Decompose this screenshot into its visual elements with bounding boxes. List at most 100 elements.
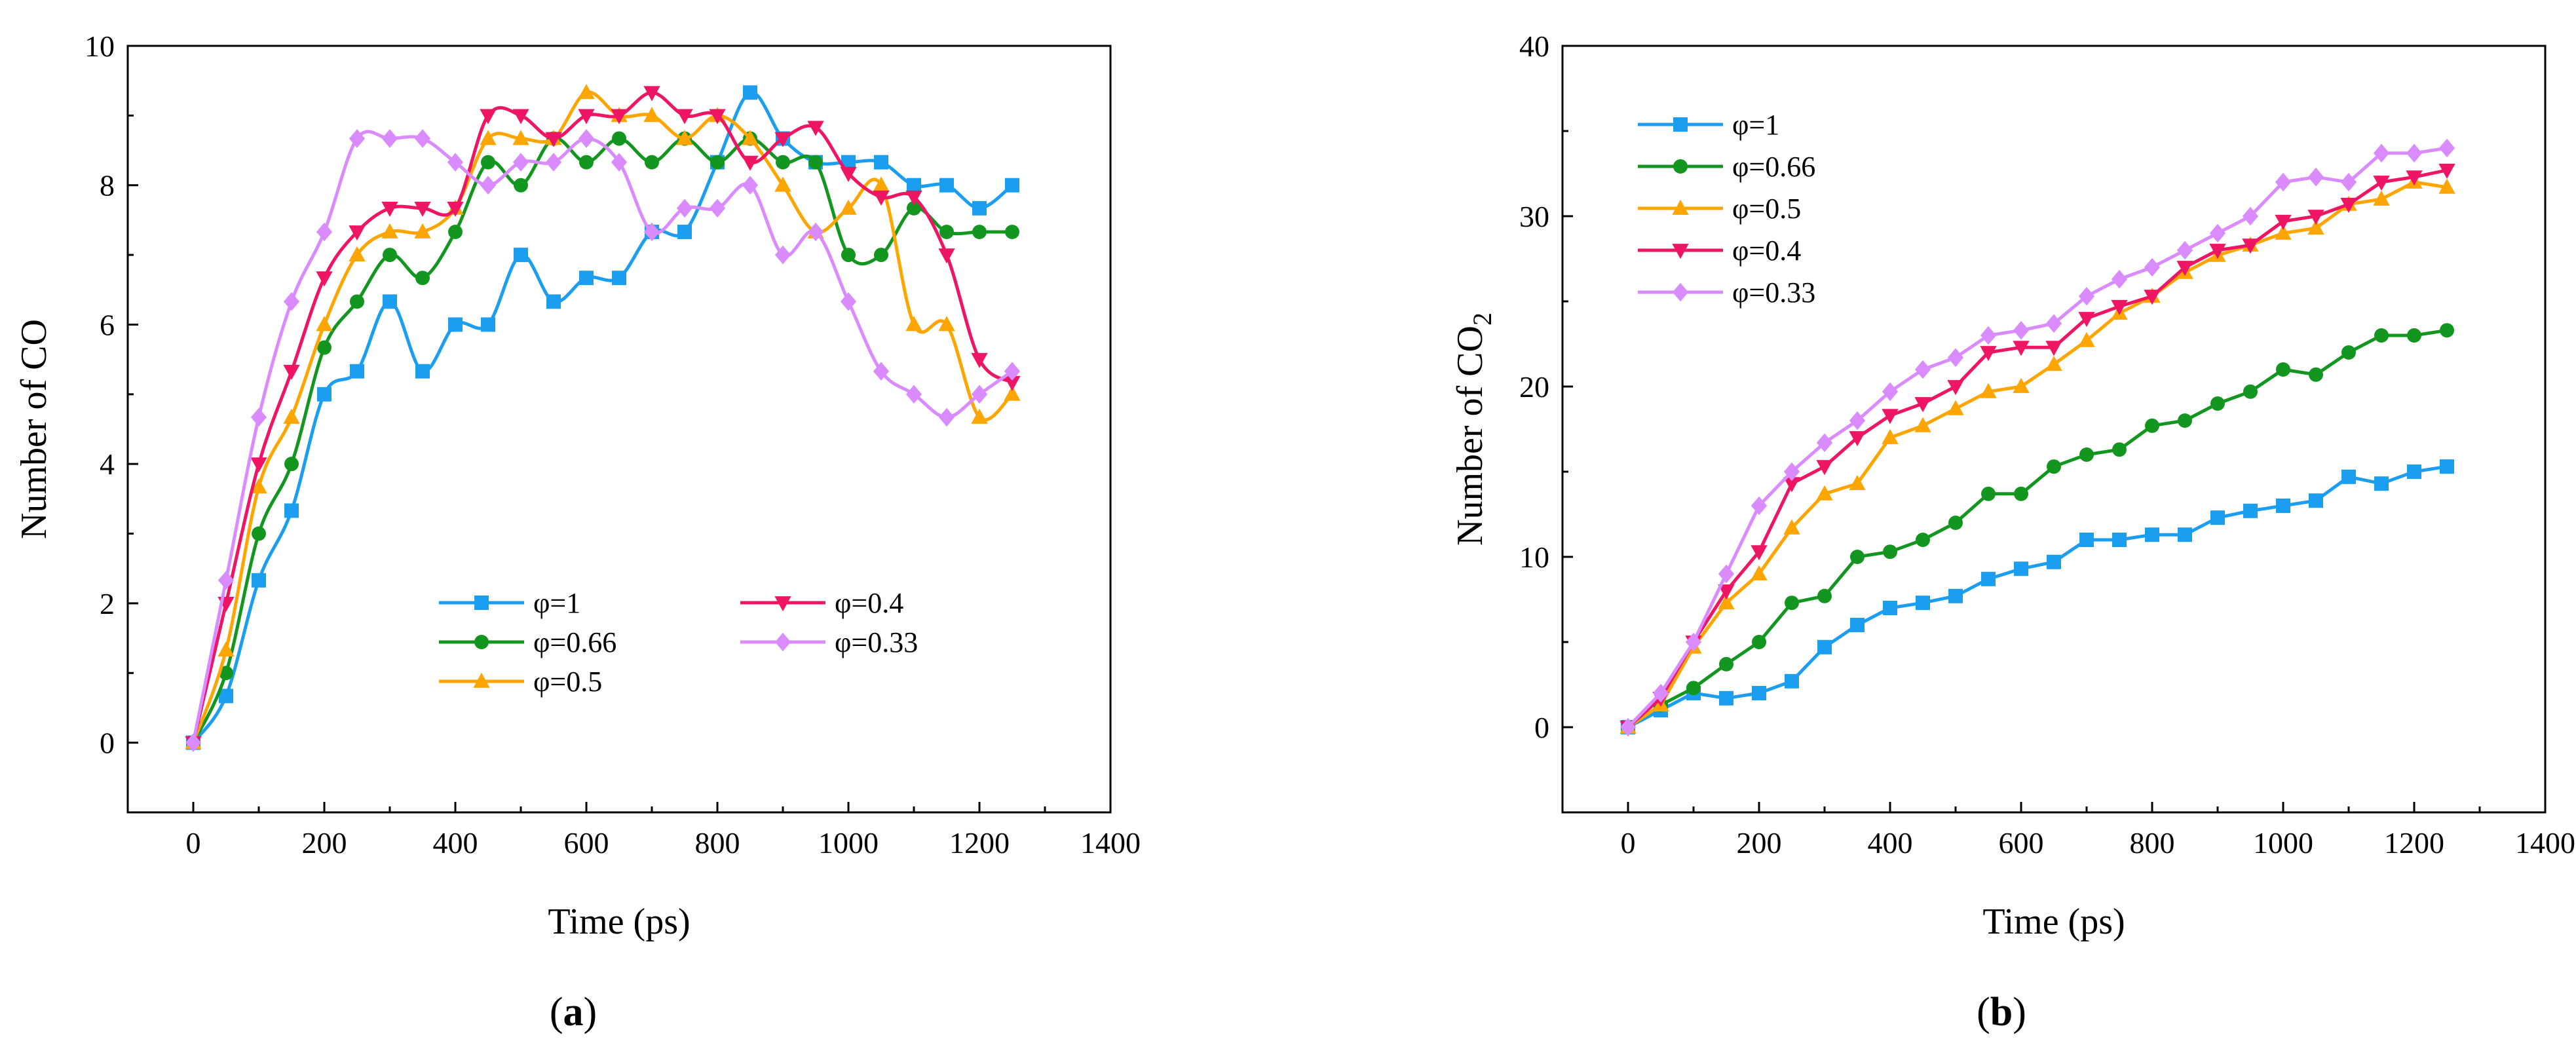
legend-marker bbox=[774, 632, 791, 652]
data-point bbox=[2243, 503, 2258, 518]
data-point bbox=[316, 222, 333, 242]
y-tick-label: 40 bbox=[1519, 29, 1549, 63]
data-point bbox=[1980, 326, 1997, 345]
data-point bbox=[905, 385, 922, 404]
x-tick-label: 200 bbox=[1737, 826, 1782, 860]
data-point bbox=[447, 201, 464, 218]
data-point bbox=[1718, 594, 1735, 610]
data-point bbox=[2047, 459, 2061, 474]
data-point bbox=[1850, 550, 1865, 564]
data-point bbox=[873, 190, 890, 206]
data-point bbox=[512, 130, 529, 145]
data-point bbox=[250, 478, 267, 494]
x-tick-label: 1200 bbox=[2384, 826, 2444, 860]
data-point bbox=[2373, 190, 2390, 206]
data-point bbox=[676, 109, 693, 124]
data-point bbox=[2407, 464, 2421, 479]
data-point bbox=[2112, 442, 2127, 457]
data-point bbox=[1817, 639, 1832, 654]
data-point bbox=[841, 155, 856, 170]
data-point bbox=[643, 86, 660, 102]
data-point bbox=[2178, 527, 2192, 542]
data-point bbox=[2210, 510, 2225, 525]
data-point bbox=[840, 199, 857, 215]
data-point bbox=[415, 271, 430, 286]
data-point bbox=[1816, 485, 1833, 501]
data-point bbox=[611, 109, 628, 124]
y-tick-label: 6 bbox=[100, 308, 115, 341]
data-point bbox=[1785, 596, 1799, 611]
data-point bbox=[710, 155, 725, 170]
data-point bbox=[283, 292, 300, 311]
data-point bbox=[611, 153, 628, 172]
x-tick-label: 1400 bbox=[2515, 826, 2575, 860]
legend-label: φ=0.33 bbox=[1732, 276, 1815, 309]
data-point bbox=[1981, 571, 1996, 586]
data-point bbox=[2111, 299, 2128, 315]
data-point bbox=[480, 176, 497, 195]
series-line bbox=[1627, 168, 2448, 729]
x-tick-label: 400 bbox=[433, 826, 478, 860]
data-point bbox=[2242, 238, 2259, 254]
data-point bbox=[938, 248, 955, 264]
data-point bbox=[1947, 380, 1964, 396]
data-point bbox=[349, 246, 366, 261]
data-point bbox=[1883, 601, 1897, 615]
data-point bbox=[1916, 596, 1930, 611]
data-point bbox=[874, 248, 888, 263]
data-point bbox=[2145, 527, 2159, 542]
legend-marker bbox=[1673, 159, 1688, 174]
data-point bbox=[1914, 360, 1931, 379]
data-point bbox=[1849, 411, 1866, 430]
data-point bbox=[514, 248, 528, 263]
data-point bbox=[1751, 565, 1768, 580]
data-point bbox=[2275, 214, 2292, 230]
data-point bbox=[1783, 477, 1800, 493]
data-point bbox=[2176, 240, 2193, 260]
data-point bbox=[545, 132, 562, 147]
y-tick-label: 2 bbox=[100, 587, 115, 620]
data-point bbox=[1783, 519, 1800, 535]
data-point bbox=[2309, 367, 2323, 382]
data-point bbox=[2440, 459, 2454, 474]
data-point bbox=[612, 131, 626, 146]
data-point bbox=[383, 248, 397, 263]
data-point bbox=[283, 364, 300, 380]
data-point bbox=[2013, 320, 2030, 340]
data-point bbox=[677, 224, 692, 239]
data-point bbox=[381, 223, 398, 238]
data-point bbox=[2438, 163, 2455, 179]
series-line bbox=[1627, 464, 2448, 729]
data-point bbox=[2079, 533, 2094, 547]
legend-label: φ=0.33 bbox=[835, 626, 918, 658]
data-point bbox=[1619, 717, 1637, 737]
y-tick-label: 4 bbox=[100, 447, 115, 481]
data-point bbox=[1947, 400, 1964, 415]
data-point bbox=[939, 224, 954, 239]
y-tick-label: 0 bbox=[1534, 711, 1549, 744]
data-point bbox=[2145, 418, 2159, 433]
data-point bbox=[2438, 178, 2455, 194]
data-point bbox=[1004, 362, 1021, 381]
data-point bbox=[481, 317, 495, 332]
data-point bbox=[2373, 176, 2390, 191]
x-axis-title-b: Time (ps) bbox=[1982, 901, 2125, 942]
data-point bbox=[1849, 475, 1866, 491]
data-point bbox=[938, 407, 955, 427]
data-point bbox=[2078, 331, 2095, 347]
y-tick-label: 10 bbox=[1519, 540, 1549, 574]
data-point bbox=[1882, 382, 1899, 402]
data-point bbox=[742, 130, 759, 145]
data-point bbox=[2340, 197, 2357, 213]
data-point bbox=[1752, 686, 1766, 700]
data-point bbox=[514, 178, 528, 193]
data-point bbox=[1751, 545, 1768, 561]
data-point bbox=[2341, 345, 2356, 360]
y-tick-label: 8 bbox=[100, 169, 115, 202]
data-point bbox=[2242, 206, 2259, 226]
data-point bbox=[415, 364, 430, 379]
data-point bbox=[316, 271, 333, 287]
data-point bbox=[907, 178, 921, 193]
data-point bbox=[481, 155, 495, 170]
data-point bbox=[2078, 312, 2095, 328]
